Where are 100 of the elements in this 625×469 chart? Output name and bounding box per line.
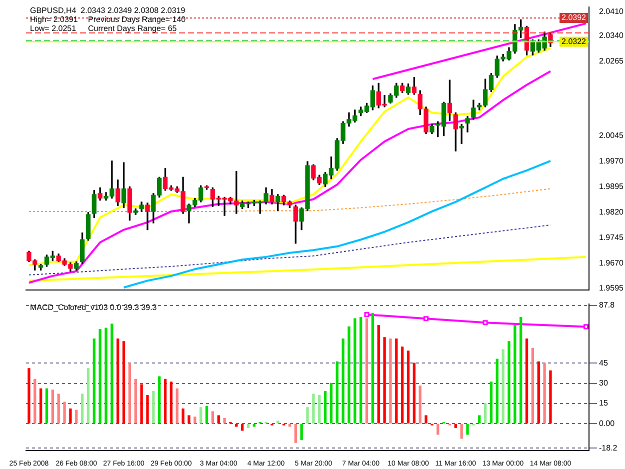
bar — [110, 324, 114, 424]
bar — [75, 410, 78, 424]
bar — [170, 382, 173, 424]
bar — [63, 402, 66, 424]
bar — [306, 407, 309, 424]
point — [424, 316, 429, 322]
bar — [531, 348, 534, 424]
bar — [342, 338, 344, 424]
bar — [122, 341, 126, 424]
y-tick-label: 0.00 — [599, 418, 616, 428]
y-tick-label: 1.9895 — [599, 182, 624, 191]
bar — [188, 415, 190, 424]
bar — [400, 346, 404, 424]
bar — [294, 424, 297, 443]
bar — [324, 391, 327, 424]
bar — [502, 349, 504, 424]
bar — [194, 416, 196, 424]
y-tick-label: 1.9670 — [599, 258, 624, 268]
y-tick-label: 45 — [599, 358, 608, 368]
bar — [34, 378, 36, 424]
bar — [460, 424, 463, 439]
y-tick-label: 2.0045 — [599, 130, 624, 140]
bar — [318, 395, 321, 424]
bar — [525, 338, 528, 424]
bar — [211, 411, 214, 424]
bar — [217, 415, 220, 424]
bar — [276, 420, 280, 424]
bar — [412, 362, 416, 424]
bar — [406, 350, 410, 424]
bar — [98, 329, 102, 424]
y-tick-label: -18.2 — [599, 443, 618, 452]
bar — [51, 390, 54, 424]
y-tick-label: 1.9820 — [599, 207, 624, 216]
bar — [424, 415, 428, 424]
bar — [158, 376, 161, 424]
bar — [182, 408, 184, 424]
bar — [223, 418, 226, 424]
bar — [104, 328, 108, 424]
chart-title: GBPUSD,H4 2.0343 2.0349 2.0308 2.0319 — [30, 6, 186, 16]
bar — [371, 312, 374, 424]
bar — [140, 384, 143, 424]
y-tick-label: 1.9595 — [599, 284, 624, 293]
bar — [80, 394, 84, 424]
bar — [377, 325, 380, 424]
bar — [354, 318, 356, 424]
chart-title: MACD_Colored_v103 0.0 39.3 39.3 — [30, 303, 158, 312]
bar — [128, 362, 132, 424]
bar — [336, 361, 338, 424]
bar — [134, 378, 137, 424]
point — [584, 324, 589, 330]
line-series — [28, 224, 551, 276]
bar — [164, 378, 167, 424]
bar — [152, 391, 155, 424]
bar — [199, 407, 202, 424]
bar — [86, 368, 90, 424]
bar — [383, 337, 386, 424]
bar — [436, 424, 440, 435]
bar — [496, 358, 498, 424]
bar — [395, 338, 398, 424]
bar — [57, 394, 60, 424]
annotation: Previous Days Range= 140 — [88, 15, 186, 24]
y-tick-label: 30 — [599, 378, 608, 388]
bar — [549, 370, 552, 424]
y-tick-label: 1.9970 — [599, 156, 624, 166]
bar — [508, 341, 510, 424]
line-series — [28, 188, 551, 212]
bar — [176, 388, 178, 424]
bar — [116, 338, 120, 424]
bar — [330, 382, 333, 424]
bar — [69, 408, 72, 424]
bar — [28, 368, 30, 424]
y-tick-label: 2.0265 — [599, 56, 624, 66]
y-tick-label: 2.0340 — [599, 30, 624, 40]
bar — [365, 318, 368, 424]
bar — [205, 406, 208, 424]
bar — [514, 325, 516, 424]
y-tick-label: 15 — [599, 398, 608, 408]
bar — [39, 388, 42, 424]
bar — [484, 403, 487, 424]
annotation: Low= 2.0251 — [30, 24, 77, 34]
ref-line-label: 2.0392 — [562, 13, 587, 22]
bar — [466, 424, 469, 435]
bar — [300, 424, 303, 440]
bar — [348, 326, 350, 424]
point — [482, 320, 488, 326]
annotation: High= 2.0391 — [30, 15, 78, 24]
bar — [92, 338, 96, 424]
bar — [520, 316, 522, 424]
point — [364, 312, 370, 318]
ref-line-label: 2.0322 — [562, 36, 587, 46]
bar — [478, 415, 481, 424]
bar — [146, 395, 149, 424]
y-tick-label: 87.8 — [599, 300, 616, 310]
bar — [360, 316, 362, 424]
y-tick-label: 1.9745 — [599, 232, 624, 242]
annotation: Current Days Range= 65 — [88, 24, 178, 34]
bar — [389, 338, 392, 424]
bar — [418, 386, 422, 424]
bar — [543, 362, 546, 424]
y-tick-label: 2.0410 — [599, 7, 624, 16]
